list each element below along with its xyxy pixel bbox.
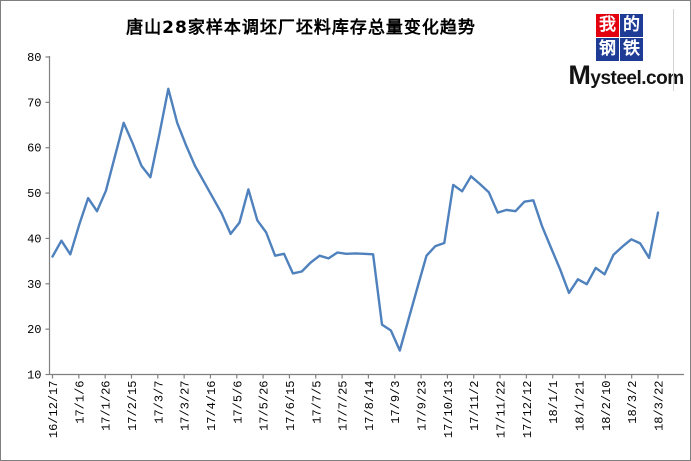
x-tick-label: 17/5/6 [231, 381, 245, 424]
x-tick-label: 18/3/2 [626, 381, 640, 424]
x-tick-label: 17/1/6 [73, 381, 87, 424]
x-tick-label: 16/12/17 [47, 381, 61, 439]
x-tick-label: 17/11/22 [495, 381, 509, 439]
y-tick-label: 60 [27, 142, 41, 156]
y-tick-label: 20 [27, 323, 41, 337]
x-tick-label: 18/1/21 [574, 381, 588, 431]
mysteel-logo-grid: 我 的 钢 铁 [596, 14, 644, 61]
x-tick-label: 17/2/15 [126, 381, 140, 431]
trend-line [51, 87, 660, 352]
y-tick-label: 70 [27, 96, 41, 110]
x-tick-label: 17/8/14 [363, 381, 377, 431]
logo-char-tie: 铁 [620, 38, 643, 61]
y-tick-label: 50 [27, 187, 41, 201]
x-tick-label: 18/2/10 [600, 381, 614, 431]
logo-char-de: 的 [620, 14, 643, 37]
y-tick-label: 40 [27, 232, 41, 246]
x-tick-label: 17/5/26 [258, 381, 272, 431]
chart-title: 唐山28家样本调坯厂坯料库存总量变化趋势 [126, 18, 476, 38]
x-tick-label: 17/10/13 [442, 381, 456, 439]
logo-char-wo: 我 [596, 14, 619, 37]
x-tick-label: 17/9/23 [416, 381, 430, 431]
y-tick-label: 30 [27, 278, 41, 292]
x-tick-label: 17/7/5 [310, 381, 324, 424]
mysteel-domain-text: Mysteel.com [568, 60, 684, 90]
logo-char-gang: 钢 [596, 38, 619, 61]
x-tick-label: 17/11/2 [468, 381, 482, 431]
x-tick-label: 17/4/16 [205, 381, 219, 431]
x-tick-label: 18/1/1 [547, 381, 561, 424]
x-tick-label: 17/6/15 [284, 381, 298, 431]
x-tick-label: 18/3/22 [653, 381, 667, 431]
logo-image-edge [673, 9, 674, 91]
x-tick-label: 17/12/12 [521, 381, 535, 439]
y-tick-label: 80 [27, 51, 41, 65]
x-tick-label: 17/7/25 [337, 381, 351, 431]
mysteel-logo: 我 的 钢 铁 [596, 14, 644, 62]
x-tick-label: 17/1/26 [100, 381, 114, 431]
x-tick-label: 17/9/3 [389, 381, 403, 424]
x-tick-label: 17/3/7 [152, 381, 166, 424]
y-tick-label: 10 [27, 369, 41, 383]
x-tick-label: 17/3/27 [179, 381, 193, 431]
